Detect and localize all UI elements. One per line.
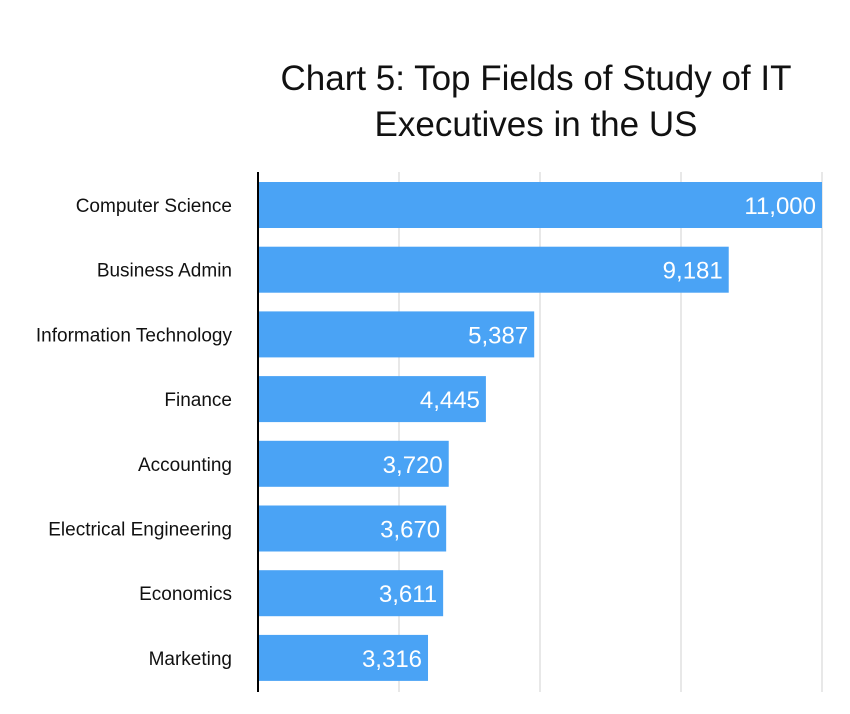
value-label: 11,000 xyxy=(744,193,816,220)
bar xyxy=(258,376,486,423)
value-label: 3,670 xyxy=(380,517,440,544)
value-label: 3,316 xyxy=(362,646,422,673)
bar xyxy=(258,246,729,293)
category-labels: Computer Science Business Admin Informatio… xyxy=(36,196,233,670)
category-label: Marketing xyxy=(149,649,232,670)
category-label: Business Admin xyxy=(97,261,232,282)
bar xyxy=(258,182,822,228)
bar xyxy=(258,440,449,487)
value-label: 4,445 xyxy=(420,387,480,414)
category-label: Information Technology xyxy=(36,325,233,346)
value-label: 3,611 xyxy=(379,581,437,608)
bars xyxy=(258,182,822,681)
bar xyxy=(258,634,429,681)
bar xyxy=(258,505,447,552)
bar xyxy=(258,570,444,617)
value-labels: 11,000 9,181 5,387 4,445 3,720 3,670 3,611 3,31… xyxy=(362,193,816,673)
category-label: Electrical Engineering xyxy=(48,520,232,541)
category-label: Accounting xyxy=(138,455,232,476)
chart-title: Chart 5: Top Fields of Study of IT Execu… xyxy=(280,59,792,144)
category-label: Computer Science xyxy=(76,196,232,217)
bar xyxy=(258,311,535,358)
value-label: 3,720 xyxy=(383,452,443,479)
value-label: 5,387 xyxy=(468,322,528,349)
category-label: Economics xyxy=(139,584,232,605)
value-label: 9,181 xyxy=(663,258,723,285)
category-label: Finance xyxy=(164,390,232,411)
